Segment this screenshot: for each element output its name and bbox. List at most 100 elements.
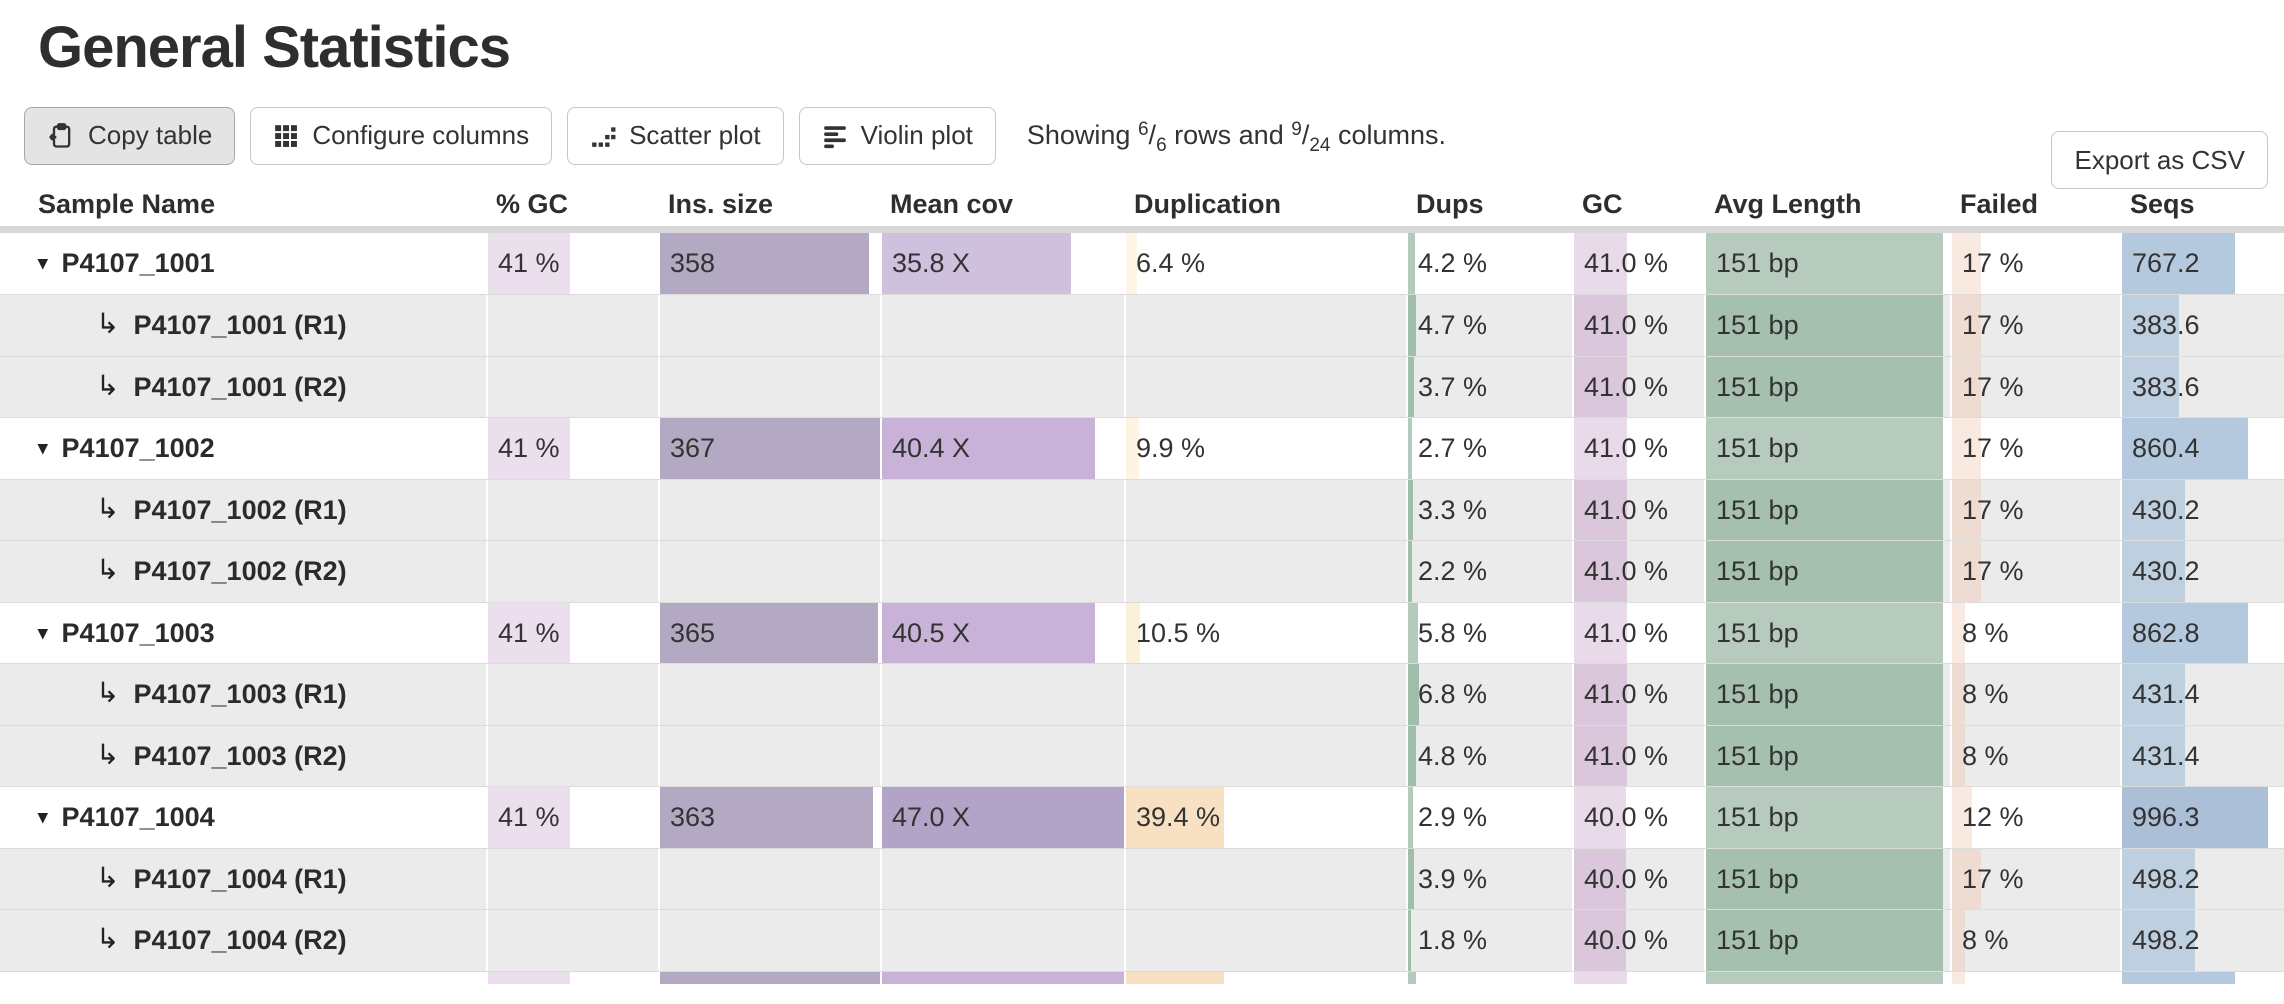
cell-ins — [658, 664, 880, 725]
data-bar — [1408, 418, 1413, 479]
cell-value: 8 % — [1962, 740, 2009, 771]
sample-name[interactable]: ↳ P4107_1003 (R2) — [0, 726, 486, 787]
sample-name[interactable]: ↳ P4107_1004 (R1) — [0, 849, 486, 910]
cell-dups: 4.7 % — [1406, 295, 1572, 356]
cell-value: 40.5 X — [892, 617, 971, 648]
cell-dup — [1124, 971, 1406, 984]
data-bar — [1408, 910, 1411, 971]
cell-dup — [1124, 910, 1406, 971]
cell-len: 151 bp — [1704, 787, 1950, 848]
cell-value: 4.7 % — [1418, 310, 1488, 341]
cols-shown-count: 9 — [1291, 119, 1302, 141]
data-bar — [660, 602, 878, 664]
data-bar — [1126, 232, 1138, 295]
data-bar — [1706, 664, 1943, 725]
column-header-len[interactable]: Avg Length — [1714, 188, 1862, 219]
cell-value: 365 — [670, 617, 716, 648]
sample-name-label: P4107_1004 (R1) — [133, 863, 347, 894]
table-subrow[interactable]: ↳ P4107_1004 (R1) 3.9 % 40.0 % 151 bp 17 % 498… — [0, 847, 2284, 910]
export-csv-button[interactable]: Export as CSV — [2051, 131, 2268, 189]
table-subrow[interactable]: ↳ P4107_1001 (R2) 3.7 % 41.0 % 151 bp 17 % 383… — [0, 355, 2284, 418]
cell-pct_gc — [486, 356, 658, 418]
sample-name[interactable]: ▾ P4107_1001 — [0, 233, 486, 295]
general-statistics-page: General Statistics Copy table Configure — [0, 16, 2284, 1004]
data-bar — [2122, 971, 2236, 984]
cell-value: 17 % — [1962, 371, 2024, 402]
sample-name[interactable]: ↳ P4107_1004 (R2) — [0, 910, 486, 971]
cell-cov: 47.0 X — [880, 787, 1124, 848]
subrow-arrow-icon: ↳ — [96, 923, 120, 955]
table-subrow[interactable]: ↳ P4107_1002 (R1) 3.3 % 41.0 % 151 bp 17 % 430… — [0, 478, 2284, 541]
table-subrow[interactable]: ↳ P4107_1003 (R2) 4.8 % 41.0 % 151 bp 8 % 431.… — [0, 724, 2284, 787]
sample-name[interactable]: ↳ P4107_1002 (R1) — [0, 480, 486, 541]
cell-seqs: 430.2 — [2120, 541, 2284, 602]
sample-name-label: P4107_1001 — [61, 248, 215, 279]
cell-len: 151 bp — [1704, 232, 1950, 295]
column-header-dup[interactable]: Duplication — [1134, 188, 1281, 219]
data-bar — [2122, 295, 2179, 356]
table-row[interactable]: ▾ P4107_1002 41 % 367 40.4 X 9.9 % 2.7 % 41.0 %… — [0, 417, 2284, 479]
cell-value: 8 % — [1962, 679, 2009, 710]
cell-seqs: 498.2 — [2120, 848, 2284, 910]
column-header-pct_gc[interactable]: % GC — [496, 188, 569, 219]
table-row[interactable]: ▾ P4107_1003 41 % 365 40.5 X 10.5 % 5.8 % 41.0 … — [0, 601, 2284, 664]
sample-name[interactable]: ↳ P4107_1002 (R2) — [0, 541, 486, 602]
cell-value: 12 % — [1962, 802, 2024, 833]
data-bar — [1706, 418, 1943, 479]
sample-name[interactable]: ↳ P4107_1001 (R1) — [0, 295, 486, 356]
data-bar — [1952, 725, 1966, 787]
cell-ins — [658, 479, 880, 541]
column-header-seqs[interactable]: Seqs — [2130, 188, 2195, 219]
violin-plot-button[interactable]: Violin plot — [798, 106, 996, 165]
cell-cov: 40.5 X — [880, 602, 1124, 664]
column-header-name[interactable]: Sample Name — [38, 188, 216, 219]
table-subrow[interactable]: ↳ P4107_1002 (R2) 2.2 % 41.0 % 151 bp 17 % 430… — [0, 540, 2284, 602]
table-row[interactable]: ▾ P4107_1004 41 % 363 47.0 X 39.4 % 2.9 % 40.0 … — [0, 786, 2284, 848]
data-bar — [1574, 479, 1628, 541]
table-toolbar: Copy table Configure columns Scatter p — [24, 106, 2284, 166]
cell-len: 151 bp — [1704, 725, 1950, 787]
cell-len: 151 bp — [1704, 541, 1950, 602]
scatter-plot-button[interactable]: Scatter plot — [567, 106, 784, 165]
data-bar — [2122, 910, 2195, 971]
column-header-dups[interactable]: Dups — [1416, 188, 1484, 219]
cell-value: 8 % — [1962, 617, 2009, 648]
cell-cov: 35.8 X — [880, 232, 1124, 295]
sample-name[interactable]: ↳ P4107_1003 (R1) — [0, 664, 486, 725]
copy-table-button[interactable]: Copy table — [24, 106, 236, 165]
cell-pct_gc: 41 % — [486, 418, 658, 479]
cell-value: 151 bp — [1716, 371, 1799, 402]
cell-value: 41.0 % — [1584, 433, 1669, 464]
sample-name-label: P4107_1004 (R2) — [133, 925, 347, 956]
cell-cov — [880, 356, 1124, 418]
cell-dups: 4.8 % — [1406, 725, 1572, 787]
cell-value: 151 bp — [1716, 863, 1799, 894]
data-bar — [1408, 232, 1415, 295]
cell-fail: 17 % — [1950, 479, 2120, 541]
sample-name[interactable]: ▾ P4107_1003 — [0, 603, 486, 664]
data-bar — [1408, 971, 1417, 984]
sample-name[interactable]: ▾ P4107_1002 — [0, 418, 486, 479]
scatter-plot-label: Scatter plot — [629, 120, 761, 151]
data-bar — [1574, 725, 1628, 787]
column-header-fail[interactable]: Failed — [1960, 188, 2039, 219]
cell-gc — [1572, 971, 1704, 984]
table-row[interactable]: ▾ P4107_1001 41 % 358 35.8 X 6.4 % 4.2 % 41.0 %… — [0, 232, 2284, 295]
table-subrow[interactable]: ↳ P4107_1001 (R1) 4.7 % 41.0 % 151 bp 17 % 383… — [0, 294, 2284, 356]
table-row-partial[interactable] — [0, 970, 2284, 984]
column-header-ins[interactable]: Ins. size — [668, 188, 774, 219]
cell-dup — [1124, 848, 1406, 910]
sample-name-label: P4107_1001 (R2) — [133, 371, 347, 402]
cell-value: 363 — [670, 802, 716, 833]
cell-value: 430.2 — [2132, 556, 2200, 587]
cell-dup: 9.9 % — [1124, 418, 1406, 479]
configure-columns-button[interactable]: Configure columns — [250, 106, 553, 165]
table-subrow[interactable]: ↳ P4107_1003 (R1) 6.8 % 41.0 % 151 bp 8 % 431.… — [0, 663, 2284, 725]
data-bar — [1408, 356, 1415, 418]
column-header-cov[interactable]: Mean cov — [890, 188, 1014, 219]
sample-name[interactable]: ▾ P4107_1004 — [0, 787, 486, 848]
column-header-gc[interactable]: GC — [1582, 188, 1623, 219]
table-subrow[interactable]: ↳ P4107_1004 (R2) 1.8 % 40.0 % 151 bp 8 % 498.… — [0, 909, 2284, 971]
sample-name[interactable]: ↳ P4107_1001 (R2) — [0, 357, 486, 418]
subrow-arrow-icon: ↳ — [96, 861, 120, 893]
